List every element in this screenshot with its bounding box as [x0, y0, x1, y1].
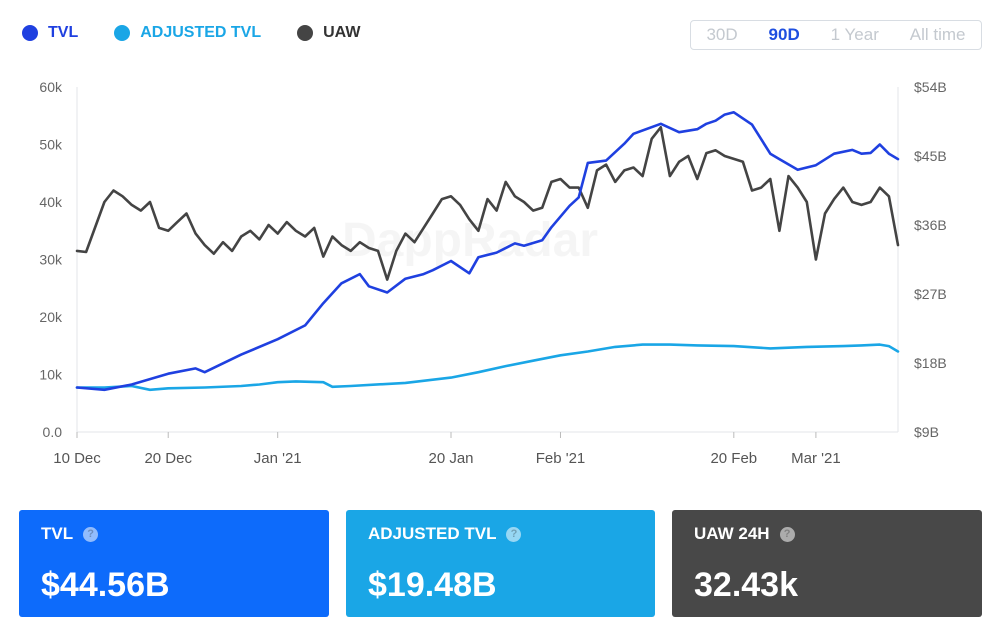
tvl-card: TVL ? $44.56B — [19, 510, 329, 617]
y-left-tick-label: 20k — [39, 309, 63, 325]
time-range-selector: 30D 90D 1 Year All time — [690, 20, 982, 50]
x-tick-label: 20 Dec — [144, 450, 192, 467]
range-all-time-button[interactable]: All time — [909, 25, 966, 44]
tvl-card-title: TVL — [41, 524, 74, 543]
y-left-tick-label: 50k — [39, 137, 63, 153]
legend-label-adjusted-tvl: ADJUSTED TVL — [140, 24, 262, 41]
adjusted-tvl-card: ADJUSTED TVL ? $19.48B — [346, 510, 655, 617]
x-tick-label: 20 Jan — [428, 450, 473, 467]
x-tick-label: Feb '21 — [536, 450, 586, 467]
y-right-tick-label: $27B — [914, 286, 947, 302]
legend-dot-tvl — [22, 25, 38, 41]
series-line-tvl — [75, 110, 900, 392]
help-icon[interactable]: ? — [506, 526, 522, 542]
legend-item-uaw[interactable]: UAW — [297, 24, 360, 42]
uaw-24h-card: UAW 24H ? 32.43k — [672, 510, 982, 617]
chart-legend: TVL ADJUSTED TVL UAW — [22, 24, 360, 42]
adjusted-tvl-card-title: ADJUSTED TVL — [368, 524, 497, 543]
legend-item-adjusted-tvl[interactable]: ADJUSTED TVL — [114, 24, 261, 42]
tvl-uaw-line-chart: DappRadar 0.010k20k30k40k50k60k$9B$18B$2… — [39, 79, 947, 467]
legend-label-tvl: TVL — [48, 24, 79, 41]
y-left-tick-label: 30k — [39, 252, 63, 268]
legend-dot-uaw — [297, 25, 314, 41]
y-right-tick-label: $54B — [914, 79, 947, 95]
y-right-tick-label: $45B — [914, 148, 947, 164]
help-icon[interactable]: ? — [83, 526, 99, 542]
range-30d-button[interactable]: 30D — [706, 25, 738, 44]
help-icon[interactable]: ? — [779, 526, 795, 542]
range-1-year-button[interactable]: 1 Year — [830, 25, 879, 44]
y-left-tick-label: 40k — [39, 194, 63, 210]
range-90d-button[interactable]: 90D — [768, 25, 800, 44]
y-left-tick-label: 0.0 — [43, 424, 63, 440]
uaw-24h-card-value: 32.43k — [694, 566, 798, 604]
y-right-tick-label: $18B — [914, 355, 947, 371]
y-left-tick-label: 60k — [39, 79, 63, 95]
series-line-adjusted-tvl — [75, 343, 900, 392]
y-right-tick-label: $9B — [914, 424, 939, 440]
tvl-card-title-row: TVL ? — [41, 524, 307, 544]
legend-dot-adjusted-tvl — [114, 25, 131, 41]
y-left-tick-label: 10k — [39, 367, 63, 383]
x-tick-label: 10 Dec — [53, 450, 101, 467]
x-tick-label: Jan '21 — [254, 450, 302, 467]
legend-item-tvl[interactable]: TVL — [22, 24, 78, 42]
uaw-24h-card-title-row: UAW 24H ? — [694, 524, 960, 544]
adjusted-tvl-card-title-row: ADJUSTED TVL ? — [368, 524, 633, 544]
x-tick-label: 20 Feb — [710, 450, 757, 467]
series-line-uaw — [75, 125, 900, 281]
y-right-tick-label: $36B — [914, 217, 947, 233]
legend-label-uaw: UAW — [323, 24, 361, 41]
x-tick-label: Mar '21 — [791, 450, 841, 467]
uaw-24h-card-title: UAW 24H — [694, 524, 770, 543]
tvl-card-value: $44.56B — [41, 566, 170, 604]
adjusted-tvl-card-value: $19.48B — [368, 566, 497, 604]
